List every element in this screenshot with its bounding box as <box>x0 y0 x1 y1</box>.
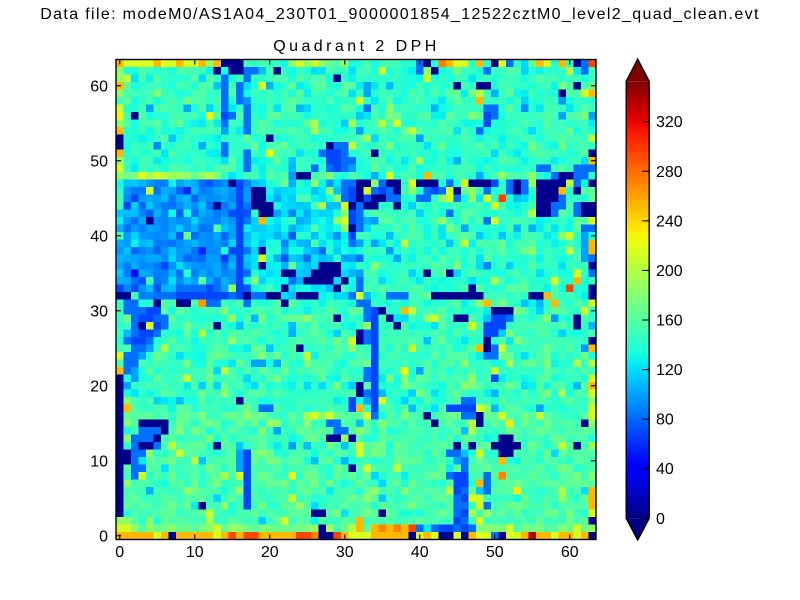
svg-text:0: 0 <box>656 511 665 528</box>
svg-text:50: 50 <box>90 153 108 170</box>
svg-text:40: 40 <box>411 544 429 561</box>
svg-text:80: 80 <box>656 412 674 429</box>
svg-text:40: 40 <box>90 228 108 245</box>
svg-text:0: 0 <box>115 544 124 561</box>
svg-text:200: 200 <box>656 263 683 280</box>
svg-text:50: 50 <box>486 544 504 561</box>
svg-text:240: 240 <box>656 213 683 230</box>
svg-text:10: 10 <box>90 453 108 470</box>
svg-text:160: 160 <box>656 313 683 330</box>
svg-text:20: 20 <box>90 378 108 395</box>
svg-text:280: 280 <box>656 164 683 181</box>
svg-text:60: 60 <box>561 544 579 561</box>
svg-text:320: 320 <box>656 114 683 131</box>
svg-text:Quadrant 2 DPH: Quadrant 2 DPH <box>273 38 440 55</box>
svg-text:40: 40 <box>656 461 674 478</box>
svg-text:20: 20 <box>261 544 279 561</box>
svg-text:120: 120 <box>656 362 683 379</box>
svg-text:0: 0 <box>99 528 108 545</box>
svg-text:10: 10 <box>186 544 204 561</box>
svg-text:Data file: modeM0/AS1A04_230T0: Data file: modeM0/AS1A04_230T01_90000018… <box>40 6 759 23</box>
svg-text:30: 30 <box>90 303 108 320</box>
svg-text:60: 60 <box>90 78 108 95</box>
svg-text:30: 30 <box>336 544 354 561</box>
